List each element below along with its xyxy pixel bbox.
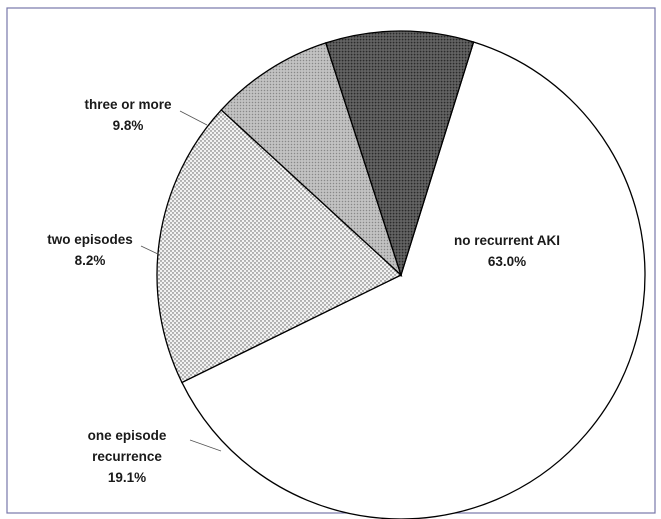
pie-slice-no-recurrent-aki xyxy=(181,41,646,519)
slice-value-label: 8.2% xyxy=(75,253,106,268)
slice-name-label: no recurrent AKI xyxy=(454,233,560,248)
figure-frame xyxy=(6,7,656,514)
slice-label: one episode recurrence 19.1% xyxy=(88,428,167,485)
leader-line xyxy=(189,439,222,452)
leader-line xyxy=(179,110,208,126)
slice-value-label: 63.0% xyxy=(488,254,526,269)
slice-labels: no recurrent AKI 63.0% one episode recurren… xyxy=(47,97,560,485)
slice-value-label: 19.1% xyxy=(108,470,146,485)
leader-line xyxy=(140,245,161,256)
pie-slices xyxy=(156,30,646,519)
slice-name-label: one episode xyxy=(88,428,167,443)
slice-label: three or more 9.8% xyxy=(84,97,172,133)
slice-name-label: two episodes xyxy=(47,232,133,247)
slice-value-label: 9.8% xyxy=(113,118,144,133)
leader-lines xyxy=(140,110,222,452)
slice-label: no recurrent AKI 63.0% xyxy=(454,233,560,269)
pie-slice-two-episodes xyxy=(220,42,403,278)
slice-name-label: recurrence xyxy=(92,449,162,464)
slice-name-label: three or more xyxy=(84,97,172,112)
pie-slice-one-episode-recurrence xyxy=(156,109,403,384)
pie-slice-three-or-more xyxy=(325,30,475,278)
slice-label: two episodes 8.2% xyxy=(47,232,133,268)
